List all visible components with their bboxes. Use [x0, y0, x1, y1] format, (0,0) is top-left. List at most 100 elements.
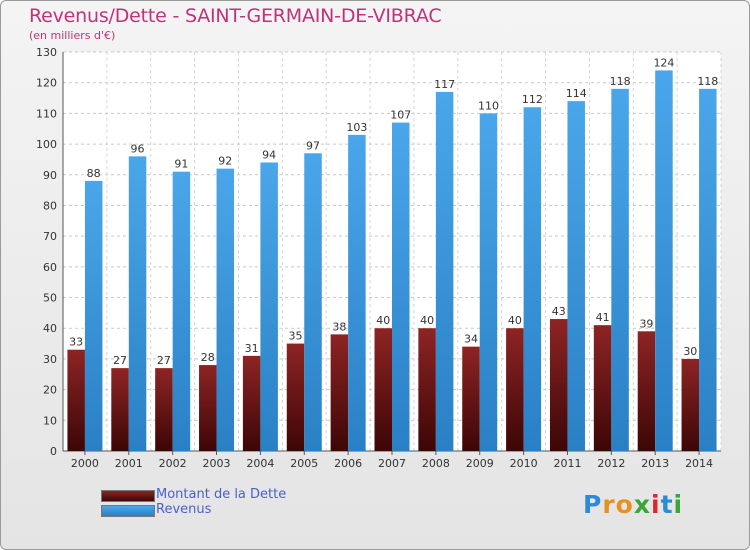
data-label-revenus: 114 — [566, 87, 587, 100]
data-label-revenus: 110 — [478, 99, 499, 112]
x-tick-label: 2008 — [422, 457, 450, 470]
x-tick-label: 2002 — [159, 457, 187, 470]
data-label-dette: 43 — [552, 305, 566, 318]
bar-dette — [242, 355, 261, 451]
x-tick-label: 2014 — [685, 457, 713, 470]
x-tick-label: 2001 — [115, 457, 143, 470]
legend-swatch-revenus — [101, 505, 155, 517]
bar-dette — [111, 368, 129, 451]
bar-revenus — [260, 162, 278, 451]
data-label-revenus: 94 — [262, 148, 276, 161]
y-tick-label: 60 — [43, 261, 57, 274]
logo-letter: o — [615, 490, 634, 519]
y-tick-label: 130 — [36, 46, 57, 59]
bar-dette — [155, 368, 173, 451]
bar-dette — [506, 328, 524, 451]
data-label-dette: 34 — [464, 333, 478, 346]
x-tick-label: 2000 — [71, 457, 99, 470]
legend-label-revenus: Revenus — [156, 502, 212, 517]
data-label-revenus: 118 — [610, 75, 631, 88]
y-tick-label: 90 — [43, 169, 57, 182]
bar-revenus — [216, 168, 235, 451]
bar-revenus — [479, 113, 498, 451]
data-label-revenus: 117 — [434, 78, 455, 91]
bar-revenus — [523, 107, 542, 451]
y-tick-label: 110 — [36, 107, 57, 120]
data-label-revenus: 107 — [390, 109, 411, 122]
bar-revenus — [699, 88, 717, 451]
data-label-dette: 33 — [69, 336, 83, 349]
data-label-revenus: 96 — [131, 142, 145, 155]
data-label-revenus: 124 — [653, 56, 674, 69]
bar-dette — [593, 325, 612, 451]
bar-dette — [330, 334, 349, 451]
logo-letter: i — [651, 490, 661, 519]
y-tick-label: 50 — [43, 292, 57, 305]
x-tick-label: 2009 — [466, 457, 494, 470]
logo-letter: i — [673, 490, 684, 519]
x-tick-label: 2011 — [553, 457, 581, 470]
bar-dette — [637, 331, 656, 451]
x-tick-label: 2007 — [378, 457, 406, 470]
bar-revenus — [611, 88, 629, 451]
data-label-dette: 40 — [420, 314, 434, 327]
data-label-dette: 41 — [596, 311, 610, 324]
bar-dette — [374, 328, 392, 451]
data-label-revenus: 88 — [87, 167, 101, 180]
y-tick-label: 10 — [43, 414, 57, 427]
bar-dette — [462, 346, 480, 451]
y-tick-label: 20 — [43, 384, 57, 397]
y-tick-label: 100 — [36, 138, 57, 151]
data-label-dette: 39 — [639, 317, 653, 330]
x-tick-label: 2005 — [290, 457, 318, 470]
bar-dette — [549, 319, 568, 451]
y-tick-label: 30 — [43, 353, 57, 366]
logo-letter: t — [660, 490, 674, 519]
legend-label-dette: Montant de la Dette — [156, 487, 287, 502]
x-tick-label: 2010 — [510, 457, 538, 470]
y-tick-label: 40 — [43, 322, 57, 335]
proxiti-logo: Proxiti — [583, 490, 683, 519]
bar-revenus — [128, 156, 147, 451]
logo-letter: x — [633, 490, 651, 519]
y-tick-label: 120 — [36, 77, 57, 90]
bar-dette — [286, 343, 305, 451]
x-tick-label: 2006 — [334, 457, 362, 470]
data-label-dette: 27 — [113, 354, 127, 367]
data-label-dette: 28 — [201, 351, 215, 364]
bar-revenus — [567, 101, 585, 451]
legend-swatch-dette — [101, 490, 155, 502]
data-label-dette: 40 — [376, 314, 390, 327]
bar-dette — [681, 358, 700, 451]
bar-dette — [199, 365, 217, 451]
x-tick-label: 2012 — [597, 457, 625, 470]
bar-revenus — [172, 171, 191, 451]
y-tick-label: 70 — [43, 230, 57, 243]
chart-title: Revenus/Dette - SAINT-GERMAIN-DE-VIBRAC — [29, 5, 442, 27]
bar-revenus — [435, 91, 454, 452]
bar-revenus — [348, 134, 366, 451]
bar-revenus — [84, 180, 103, 451]
bar-dette — [418, 328, 436, 451]
data-label-dette: 35 — [289, 330, 303, 343]
logo-letter: r — [602, 490, 616, 519]
logo-letter: P — [583, 490, 603, 519]
data-label-dette: 30 — [683, 345, 697, 358]
data-label-revenus: 118 — [697, 75, 718, 88]
bar-revenus — [392, 122, 410, 451]
data-label-revenus: 91 — [174, 158, 188, 171]
y-tick-label: 80 — [43, 199, 57, 212]
data-label-revenus: 92 — [218, 155, 232, 168]
data-label-revenus: 112 — [522, 93, 543, 106]
data-label-dette: 27 — [157, 354, 171, 367]
x-tick-label: 2013 — [641, 457, 669, 470]
data-label-revenus: 97 — [306, 139, 320, 152]
data-label-dette: 31 — [245, 342, 259, 355]
x-tick-label: 2003 — [203, 457, 231, 470]
x-tick-label: 2004 — [246, 457, 274, 470]
y-tick-label: 0 — [50, 445, 57, 458]
chart-subtitle: (en milliers d'€) — [29, 29, 116, 42]
bar-revenus — [304, 153, 322, 452]
